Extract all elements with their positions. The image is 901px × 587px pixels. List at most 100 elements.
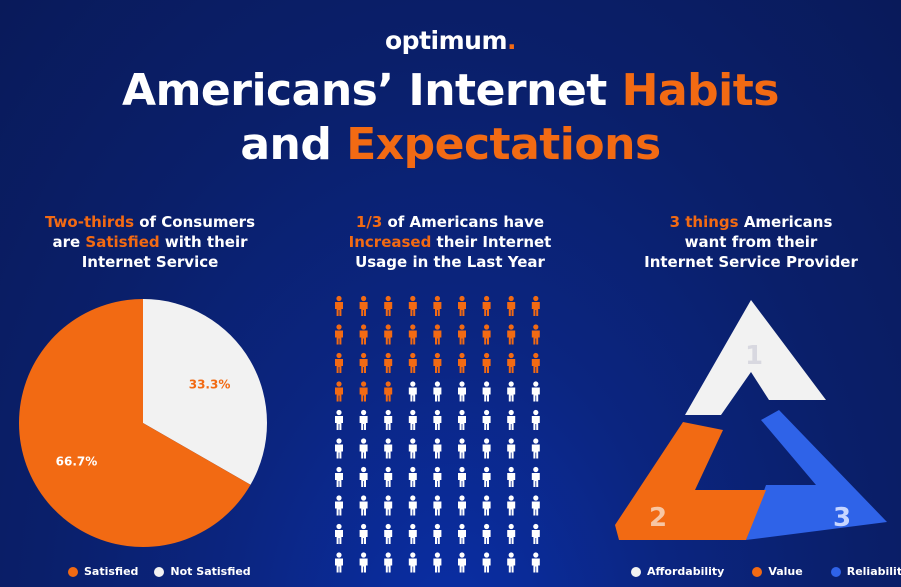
pie-slice-not-satisfied <box>143 299 267 485</box>
person-icon-increased <box>531 295 540 316</box>
person-icon-increased <box>507 295 516 316</box>
want-h-white3: Internet Service Provider <box>644 253 858 271</box>
person-icon-increased <box>359 324 368 345</box>
person-icon <box>408 438 417 459</box>
person-icon <box>359 466 368 487</box>
pie-label-satisfied: 66.7% <box>56 455 98 469</box>
triangle-number-reliability: 3 <box>833 503 851 533</box>
person-icon <box>458 523 466 544</box>
satisfaction-heading: Two-thirds of Consumers are Satisfied wi… <box>0 212 300 272</box>
person-icon <box>335 495 343 516</box>
person-icon-increased <box>507 352 516 373</box>
person-icon <box>482 495 491 516</box>
person-icon <box>482 466 491 487</box>
want-h-orange1: 3 things <box>669 213 739 231</box>
person-icon <box>359 495 368 516</box>
usage-pictogram <box>335 295 540 573</box>
person-icon <box>433 495 442 516</box>
legend-label-reliability: Reliability <box>846 565 901 578</box>
sat-h-white1: of Consumers <box>134 213 256 231</box>
person-icon-increased <box>433 352 442 373</box>
person-icon <box>458 438 466 459</box>
person-icon <box>359 438 368 459</box>
wants-heading: 3 things Americans want from their Inter… <box>601 212 901 272</box>
legend-label-not-satisfied: Not Satisfied <box>170 565 251 578</box>
person-icon <box>384 409 393 430</box>
use-h-orange1: 1/3 <box>355 213 383 231</box>
person-icon <box>408 409 417 430</box>
person-icon <box>408 381 417 402</box>
want-h-white2: want from their <box>684 233 818 251</box>
person-icon-increased <box>359 352 368 373</box>
triangle-number-value: 2 <box>649 503 667 533</box>
logo-text: optimum <box>385 26 508 55</box>
person-icon-increased <box>384 324 393 345</box>
person-icon <box>482 381 491 402</box>
person-icon-increased <box>335 324 343 345</box>
person-icon-increased <box>433 324 442 345</box>
sat-h-orange2: Satisfied <box>85 233 160 251</box>
triangle-segment-value <box>615 422 766 540</box>
person-icon <box>531 495 540 516</box>
person-icon <box>433 466 442 487</box>
triangle-number-affordability: 1 <box>745 341 763 371</box>
person-icon-increased <box>384 295 393 316</box>
person-icon-increased <box>408 295 417 316</box>
person-icon-increased <box>458 324 466 345</box>
person-icon <box>335 523 343 544</box>
person-icon <box>507 381 516 402</box>
person-icon-increased <box>482 295 491 316</box>
legend-swatch-affordability <box>631 566 641 577</box>
person-icon <box>531 466 540 487</box>
person-icon-increased <box>507 324 516 345</box>
person-icon <box>335 438 343 459</box>
legend-label-affordability: Affordability <box>647 565 725 578</box>
triangle-segment-affordability <box>685 300 826 415</box>
pie-label-not-satisfied: 33.3% <box>189 377 231 391</box>
person-icon <box>458 466 466 487</box>
person-icon <box>507 438 516 459</box>
person-icon <box>335 552 343 573</box>
person-icon <box>335 409 343 430</box>
person-icon <box>507 523 516 544</box>
title-line1-orange: Habits <box>621 65 780 116</box>
legend-label-satisfied: Satisfied <box>84 565 139 578</box>
person-icon <box>384 495 393 516</box>
person-icon <box>384 523 393 544</box>
sat-h-white2: are <box>52 233 86 251</box>
satisfaction-pie-chart: 33.3% 66.7% <box>19 299 267 547</box>
legend-swatch-value <box>752 566 763 577</box>
person-icon <box>408 552 417 573</box>
person-icon-increased <box>482 352 491 373</box>
person-icon-increased <box>458 352 466 373</box>
person-icon-increased <box>384 352 393 373</box>
logo-dot: . <box>507 26 517 55</box>
person-icon-increased <box>384 381 393 402</box>
person-icon <box>482 523 491 544</box>
person-icon <box>482 552 491 573</box>
person-icon <box>531 409 540 430</box>
person-icon-increased <box>531 352 540 373</box>
person-icon <box>384 466 393 487</box>
person-icon <box>458 495 466 516</box>
person-icon <box>507 409 516 430</box>
sat-h-white3: with their <box>159 233 248 251</box>
person-icon <box>458 409 466 430</box>
person-icon-increased <box>359 295 368 316</box>
person-icon <box>384 552 393 573</box>
sat-h-orange1: Two-thirds <box>44 213 134 231</box>
use-h-white2: their Internet <box>431 233 552 251</box>
person-icon <box>359 552 368 573</box>
person-icon-increased <box>458 295 466 316</box>
person-icon <box>359 523 368 544</box>
person-icon <box>433 552 442 573</box>
person-icon <box>531 381 540 402</box>
person-icon <box>507 552 516 573</box>
pie-legend: Satisfied Not Satisfied <box>68 565 251 578</box>
person-icon <box>408 495 417 516</box>
use-h-white1: of Americans have <box>382 213 545 231</box>
use-h-white3: Usage in the Last Year <box>355 253 545 271</box>
use-h-orange2: Increased <box>348 233 432 251</box>
want-h-white1: Americans <box>738 213 833 231</box>
person-icon-increased <box>482 324 491 345</box>
